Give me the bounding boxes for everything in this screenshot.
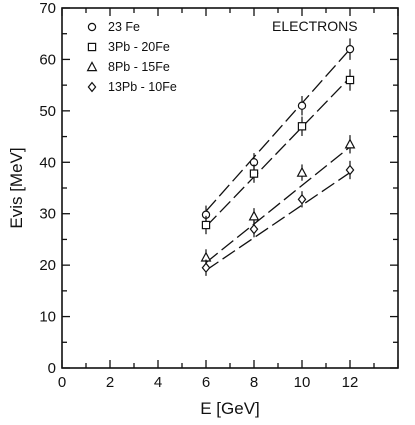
data-point-diamond <box>201 262 211 274</box>
legend-marker-circle <box>87 22 97 32</box>
data-point-square <box>345 75 355 85</box>
legend: 23 Fe 3Pb - 20Fe 8Pb - 15Fe 13Pb - 10Fe <box>86 20 177 94</box>
fit-line <box>205 172 351 271</box>
data-point-square <box>201 220 211 230</box>
x-tick-label: 8 <box>250 374 258 391</box>
legend-label: 23 Fe <box>108 20 140 34</box>
legend-label: 3Pb - 20Fe <box>108 40 170 54</box>
y-tick-label: 60 <box>39 51 56 68</box>
data-point-circle <box>345 44 355 54</box>
x-tick-label: 2 <box>106 374 114 391</box>
y-tick-label: 30 <box>39 206 56 223</box>
x-axis-title: E [GeV] <box>200 399 260 418</box>
legend-label: 8Pb - 15Fe <box>108 60 170 74</box>
fit-line <box>205 76 351 228</box>
x-tick-label: 0 <box>58 374 66 391</box>
legend-marker-diamond <box>87 81 97 93</box>
y-tick-label: 70 <box>39 0 56 17</box>
x-tick-label: 4 <box>154 374 162 391</box>
y-tick-label: 0 <box>48 360 56 377</box>
legend-label: 13Pb - 10Fe <box>108 80 177 94</box>
y-tick-label: 50 <box>39 103 56 120</box>
data-point-triangle <box>344 138 356 149</box>
fit-line <box>205 48 351 212</box>
y-tick-label: 20 <box>39 257 56 274</box>
legend-marker-triangle <box>86 61 98 72</box>
data-point-circle <box>297 101 307 110</box>
data-point-triangle <box>248 210 260 221</box>
y-tick-label: 40 <box>39 154 56 171</box>
x-tick-label: 6 <box>202 374 210 391</box>
data-point-square <box>249 169 259 178</box>
data-point-diamond <box>297 193 307 205</box>
x-tick-label: 10 <box>294 374 311 391</box>
y-axis-title: Evis [MeV] <box>7 147 26 228</box>
fit-line <box>205 146 351 264</box>
data-point-diamond <box>345 164 355 176</box>
chart-annotation: ELECTRONS <box>272 18 358 34</box>
data-point-diamond <box>249 223 259 235</box>
fit-lines <box>205 48 351 271</box>
data-points <box>200 38 356 276</box>
data-point-triangle <box>296 166 308 177</box>
y-tick-label: 10 <box>39 309 56 326</box>
x-tick-label: 12 <box>342 374 359 391</box>
legend-marker-square <box>87 42 97 52</box>
data-point-square <box>297 122 307 131</box>
ticks: 0 10 20 30 40 50 60 70 0 2 4 6 8 10 12 <box>39 0 399 391</box>
